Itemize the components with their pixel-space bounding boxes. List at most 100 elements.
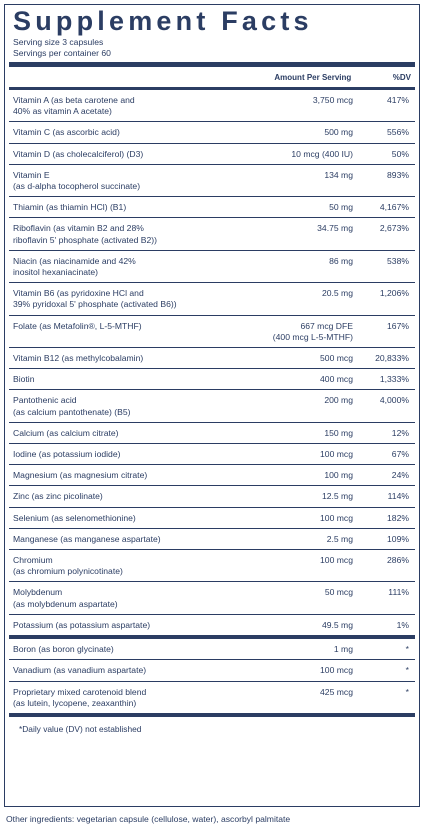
nutrient-name: Niacin (as niacinamide and 42% inositol … bbox=[13, 255, 136, 278]
nutrient-name: Calcium (as calcium citrate) bbox=[13, 427, 119, 438]
nutrient-amount: 100 mcg bbox=[320, 665, 353, 676]
nutrient-name: Thiamin (as thiamin HCl) (B1) bbox=[13, 202, 127, 213]
nutrient-dv: 114% bbox=[387, 491, 409, 502]
dv-header: %DV bbox=[392, 72, 411, 82]
nutrient-name: Magnesium (as magnesium citrate) bbox=[13, 470, 148, 481]
nutrient-dv: 4,167% bbox=[379, 202, 409, 213]
table-row: Selenium (as selenomethionine) 100 mcg 182… bbox=[9, 508, 415, 529]
table-row: Manganese (as manganese aspartate) 2.5 mg… bbox=[9, 529, 415, 551]
nutrient-dv: 20,833% bbox=[375, 353, 409, 364]
nutrient-dv: 556% bbox=[387, 127, 409, 138]
nutrient-amount: 20.5 mg bbox=[321, 288, 353, 299]
nutrient-dv: 12% bbox=[391, 427, 409, 438]
nutrient-amount: 34.75 mg bbox=[317, 223, 353, 234]
nutrient-amount: 667 mcg DFE (400 mcg L-5-MTHF) bbox=[272, 320, 353, 342]
table-row: Vitamin A (as beta carotene and 40% as v… bbox=[9, 90, 415, 123]
nutrient-dv: * bbox=[405, 644, 409, 655]
table-row: Proprietary mixed carotenoid blend (as l… bbox=[9, 682, 415, 717]
nutrient-name: Molybdenum (as molybdenum aspartate) bbox=[13, 587, 118, 609]
nutrient-dv: 24% bbox=[391, 470, 409, 481]
table-row: Magnesium (as magnesium citrate) 100 mg 24… bbox=[9, 465, 415, 487]
nutrient-dv: * bbox=[405, 686, 409, 697]
nutrient-name: Selenium (as selenomethionine) bbox=[13, 512, 136, 523]
nutrient-name: Riboflavin (as vitamin B2 and 28% ribofl… bbox=[13, 223, 157, 245]
nutrient-name: Vitamin A (as beta carotene and 40% as v… bbox=[13, 95, 135, 117]
table-row: Molybdenum (as molybdenum aspartate) 50 m… bbox=[9, 582, 415, 615]
nutrient-amount: 3,750 mcg bbox=[312, 95, 353, 105]
nutrient-dv: 50% bbox=[391, 148, 409, 159]
panel-title: Supplement Facts bbox=[13, 6, 313, 36]
other-ingredients: Other ingredients: vegetarian capsule (c… bbox=[6, 814, 291, 824]
nutrient-dv: 4,000% bbox=[379, 395, 409, 406]
supplement-facts-panel: Supplement Facts Serving size 3 capsules… bbox=[4, 4, 420, 807]
nutrient-amount: 100 mcg bbox=[320, 555, 353, 566]
table-row: Vitamin E (as d-alpha tocopherol succina… bbox=[9, 165, 415, 198]
table-row: Thiamin (as thiamin HCl) (B1) 50 mg 4,167% bbox=[9, 197, 415, 219]
nutrient-name: Manganese (as manganese aspartate) bbox=[13, 533, 161, 544]
table-row: Biotin 400 mcg 1,333% bbox=[9, 369, 415, 391]
nutrient-name: Biotin bbox=[13, 374, 35, 385]
nutrient-amount: 400 mcg bbox=[320, 374, 353, 385]
table-row: Zinc (as zinc picolinate) 12.5 mg 114% bbox=[9, 486, 415, 508]
serving-size: Serving size 3 capsules bbox=[13, 37, 104, 47]
nutrient-dv: 1% bbox=[396, 619, 409, 630]
table-row: Vitamin C (as ascorbic acid) 500 mg 556% bbox=[9, 122, 415, 144]
nutrient-dv: 893% bbox=[387, 169, 409, 180]
table-row: Riboflavin (as vitamin B2 and 28% ribofl… bbox=[9, 218, 415, 251]
nutrient-name: Vitamin B6 (as pyridoxine HCl and 39% py… bbox=[13, 288, 177, 310]
nutrient-amount: 10 mcg (400 IU) bbox=[291, 148, 353, 159]
nutrient-amount: 2.5 mg bbox=[326, 533, 353, 544]
nutrient-amount: 1 mg bbox=[333, 644, 353, 655]
servings-per-container: Servings per container 60 bbox=[13, 47, 111, 58]
nutrient-dv: 167% bbox=[387, 320, 409, 331]
table-row: Folate (as Metafolin®, L-5-MTHF) 667 mcg … bbox=[9, 316, 415, 349]
nutrient-amount: 100 mcg bbox=[320, 449, 353, 460]
nutrient-dv: 1,333% bbox=[379, 374, 409, 385]
table-row: Vitamin B6 (as pyridoxine HCl and 39% py… bbox=[9, 283, 415, 316]
nutrient-amount: 12.5 mg bbox=[321, 491, 353, 502]
nutrient-name: Vitamin E (as d-alpha tocopherol succina… bbox=[13, 169, 141, 192]
nutrient-dv: 1,206% bbox=[379, 288, 409, 299]
nutrient-dv: 2,673% bbox=[379, 223, 409, 234]
table-row: Iodine (as potassium iodide) 100 mcg 67% bbox=[9, 444, 415, 466]
nutrient-amount: 500 mg bbox=[324, 127, 353, 138]
table-row: Vanadium (as vanadium aspartate) 100 mcg * bbox=[9, 660, 415, 682]
amount-header: Amount Per Serving bbox=[274, 72, 352, 82]
nutrient-name: Folate (as Metafolin®, L-5-MTHF) bbox=[13, 320, 142, 331]
nutrient-dv: 67% bbox=[391, 449, 409, 460]
nutrient-amount: 100 mcg bbox=[320, 512, 353, 523]
nutrient-name: Boron (as boron glycinate) bbox=[13, 644, 114, 655]
nutrient-amount: 200 mg bbox=[324, 395, 353, 406]
nutrient-amount: 425 mcg bbox=[320, 686, 353, 697]
table-row: Boron (as boron glycinate) 1 mg * bbox=[9, 639, 415, 661]
header-rule-top bbox=[9, 62, 415, 67]
nutrient-amount: 134 mg bbox=[324, 169, 353, 180]
nutrient-table: Vitamin A (as beta carotene and 40% as v… bbox=[9, 90, 415, 717]
table-row: Vitamin D (as cholecalciferol) (D3) 10 mc… bbox=[9, 144, 415, 165]
nutrient-name: Vanadium (as vanadium aspartate) bbox=[13, 665, 147, 676]
nutrient-name: Potassium (as potassium aspartate) bbox=[13, 619, 151, 630]
table-row: Potassium (as potassium aspartate) 49.5 m… bbox=[9, 615, 415, 640]
nutrient-amount: 86 mg bbox=[329, 255, 353, 266]
table-row: Vitamin B12 (as methylcobalamin) 500 mcg 2… bbox=[9, 348, 415, 370]
nutrient-dv: 109% bbox=[387, 533, 409, 544]
table-row: Niacin (as niacinamide and 42% inositol … bbox=[9, 251, 415, 284]
nutrient-dv: 538% bbox=[387, 255, 409, 266]
nutrient-amount: 50 mcg bbox=[324, 587, 353, 598]
nutrient-dv: * bbox=[405, 665, 409, 676]
footnote: *Daily value (DV) not established bbox=[19, 723, 142, 734]
nutrient-dv: 111% bbox=[388, 587, 409, 598]
nutrient-amount: 150 mg bbox=[324, 427, 353, 438]
nutrient-name: Chromium (as chromium polynicotinate) bbox=[13, 555, 123, 577]
nutrient-name: Vitamin B12 (as methylcobalamin) bbox=[13, 353, 144, 364]
nutrient-amount: 100 mg bbox=[324, 470, 353, 481]
column-header: Amount Per Serving %DV bbox=[13, 67, 411, 87]
nutrient-name: Vitamin C (as ascorbic acid) bbox=[13, 127, 120, 138]
nutrient-dv: 417% bbox=[387, 95, 409, 105]
nutrient-amount: 49.5 mg bbox=[321, 619, 353, 630]
table-row: Chromium (as chromium polynicotinate) 100… bbox=[9, 550, 415, 583]
nutrient-name: Proprietary mixed carotenoid blend (as l… bbox=[13, 686, 147, 708]
nutrient-name: Vitamin D (as cholecalciferol) (D3) bbox=[13, 148, 144, 159]
nutrient-dv: 286% bbox=[387, 555, 409, 566]
nutrient-amount: 50 mg bbox=[329, 202, 353, 213]
